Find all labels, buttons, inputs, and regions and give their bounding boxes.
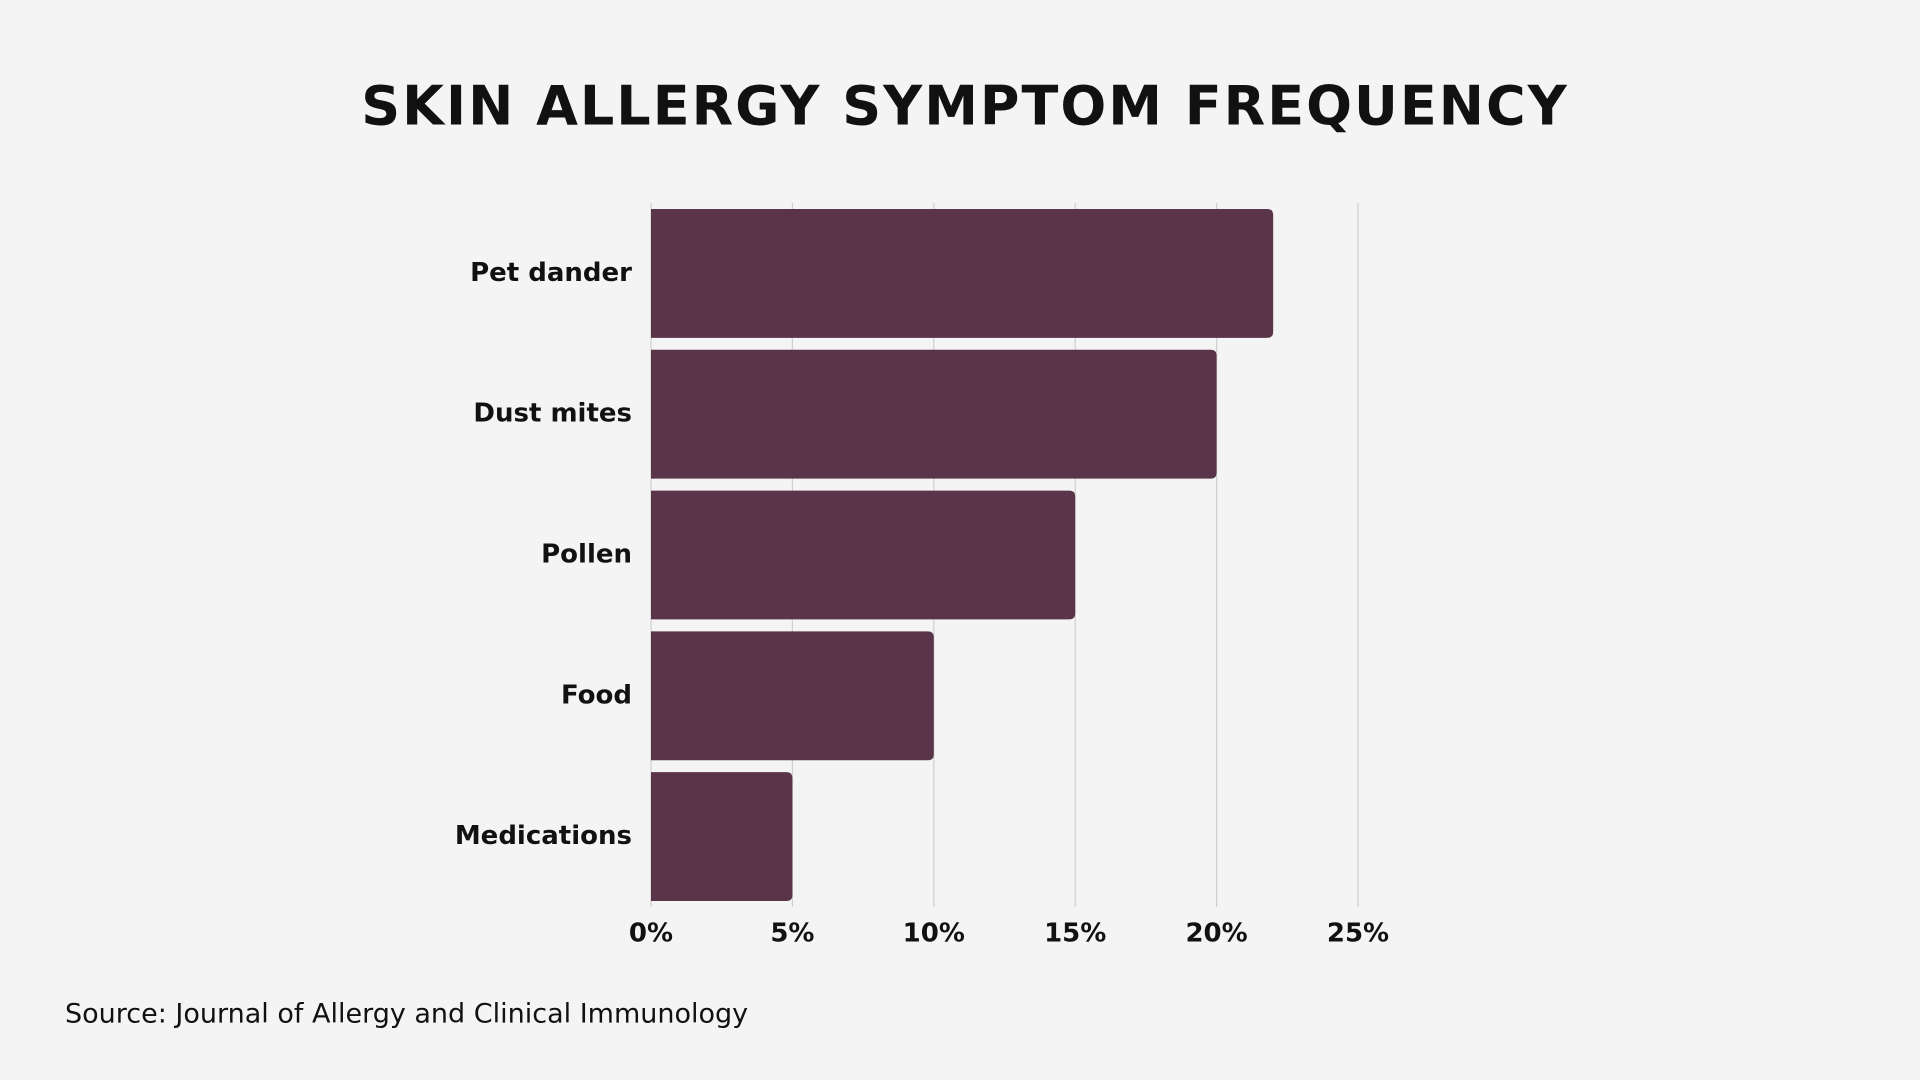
- bar: [651, 772, 793, 902]
- x-tick-label: 10%: [903, 919, 965, 949]
- x-tick-label: 0%: [629, 919, 673, 949]
- bar: [651, 631, 934, 761]
- y-tick-label: Medications: [455, 821, 632, 851]
- bar: [651, 490, 1076, 620]
- y-tick-label: Pet dander: [470, 258, 632, 288]
- bar: [651, 349, 1217, 479]
- x-tick-label: 25%: [1327, 919, 1389, 949]
- y-tick-label: Food: [561, 680, 632, 710]
- y-tick-label: Dust mites: [473, 399, 632, 429]
- chart-title: SKIN ALLERGY SYMPTOM FREQUENCY: [361, 75, 1568, 138]
- x-tick-label: 15%: [1044, 919, 1106, 949]
- source-note: Source: Journal of Allergy and Clinical …: [65, 999, 748, 1030]
- bar: [651, 208, 1274, 338]
- y-tick-label: Pollen: [541, 540, 632, 570]
- x-tick-label: 20%: [1185, 919, 1247, 949]
- x-tick-label: 5%: [770, 919, 814, 949]
